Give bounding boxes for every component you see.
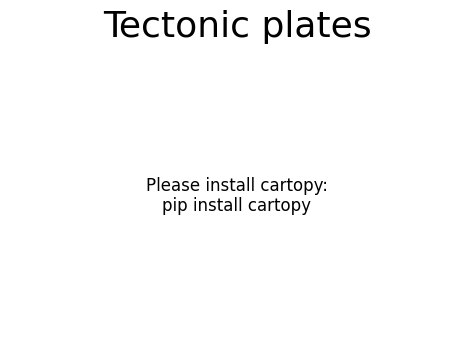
Text: Tectonic plates: Tectonic plates: [103, 10, 371, 44]
Text: Please install cartopy:
pip install cartopy: Please install cartopy: pip install cart…: [146, 177, 328, 215]
